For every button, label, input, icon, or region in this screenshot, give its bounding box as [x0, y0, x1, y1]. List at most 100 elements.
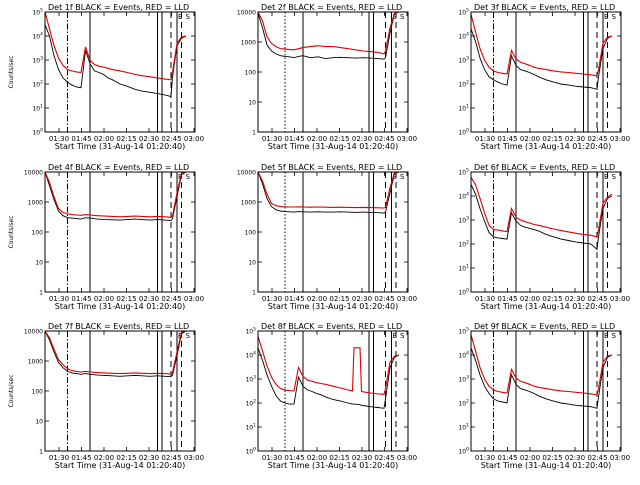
panel-title: Det 3f BLACK = Events, RED = LLD [474, 3, 615, 12]
time-marker-label: S [400, 173, 405, 181]
series-line-events [257, 171, 400, 214]
x-tick-label: 02:15 [116, 135, 136, 143]
x-tick-label: 01:45 [284, 135, 304, 143]
x-axis-label: Start Time (31-Aug-14 01:20:40) [481, 302, 612, 311]
x-tick-label: 03:00 [610, 454, 630, 462]
y-tick-label: 103 [32, 56, 43, 65]
x-tick-label: 01:45 [71, 454, 91, 462]
x-tick-label: 01:45 [497, 135, 517, 143]
panel-title: Det 2f BLACK = Events, RED = LLD [261, 3, 402, 12]
series-line-events [257, 11, 400, 60]
series-line-lld [44, 330, 187, 375]
x-axis-label: Start Time (31-Aug-14 01:20:40) [55, 142, 186, 151]
y-tick-label: 103 [458, 56, 469, 65]
time-marker-label: E [393, 332, 397, 340]
x-tick-label: 03:00 [397, 454, 417, 462]
x-tick-label: 02:00 [520, 135, 540, 143]
x-tick-label: 01:30 [49, 454, 69, 462]
x-tick-label: 02:45 [161, 135, 181, 143]
x-tick-label: 01:30 [475, 295, 495, 303]
time-marker-label: S [612, 13, 617, 21]
x-axis-label: Start Time (31-Aug-14 01:20:40) [268, 302, 399, 311]
series-line-lld [470, 14, 613, 77]
time-marker-label: E [604, 332, 608, 340]
y-tick-label: 10000 [237, 170, 256, 177]
series-line-lld [257, 171, 400, 209]
y-tick-label: 1 [39, 449, 43, 456]
x-tick-label: 03:00 [184, 135, 204, 143]
y-tick-label: 105 [245, 327, 256, 336]
x-tick-label: 02:00 [307, 295, 327, 303]
y-tick-label: 101 [32, 104, 43, 113]
x-axis-label: Start Time (31-Aug-14 01:20:40) [55, 461, 186, 470]
y-tick-label: 100 [458, 128, 469, 137]
panel-title: Det 6f BLACK = Events, RED = LLD [474, 163, 615, 172]
x-axis-label: Start Time (31-Aug-14 01:20:40) [481, 461, 612, 470]
series-line-events [257, 347, 400, 409]
y-tick-label: 104 [32, 32, 43, 41]
y-tick-label: 103 [458, 216, 469, 225]
x-tick-label: 02:45 [587, 295, 607, 303]
x-tick-label: 01:45 [71, 295, 91, 303]
x-tick-label: 01:30 [49, 135, 69, 143]
x-tick-label: 03:00 [184, 454, 204, 462]
y-axis-label: Counts/sec [8, 55, 15, 88]
x-tick-label: 02:00 [307, 454, 327, 462]
series-line-lld [470, 177, 613, 238]
series-line-events [44, 24, 187, 98]
x-tick-label: 03:00 [397, 135, 417, 143]
x-tick-label: 02:00 [94, 295, 114, 303]
x-axis-label: Start Time (31-Aug-14 01:20:40) [268, 142, 399, 151]
y-tick-label: 105 [32, 8, 43, 17]
x-tick-label: 01:30 [262, 454, 282, 462]
y-tick-label: 100 [245, 230, 257, 237]
x-tick-label: 01:30 [475, 454, 495, 462]
series-line-events [44, 330, 187, 378]
x-tick-label: 01:45 [71, 135, 91, 143]
y-tick-label: 101 [458, 264, 469, 273]
time-marker-label: E [393, 173, 397, 181]
x-tick-label: 02:30 [352, 135, 372, 143]
y-tick-label: 101 [245, 423, 256, 432]
x-tick-label: 02:15 [542, 454, 562, 462]
x-tick-label: 02:30 [565, 295, 585, 303]
y-tick-label: 104 [458, 32, 469, 41]
x-tick-label: 01:45 [284, 295, 304, 303]
series-line-events [470, 347, 613, 409]
time-marker-label: S [186, 332, 191, 340]
time-marker-label: E [604, 173, 608, 181]
y-tick-label: 102 [245, 399, 256, 408]
time-marker-label: E [178, 13, 182, 21]
time-marker-label: S [186, 173, 191, 181]
x-tick-label: 02:00 [307, 135, 327, 143]
y-tick-label: 100 [458, 447, 469, 456]
y-tick-label: 100 [458, 288, 469, 297]
x-tick-label: 02:45 [587, 135, 607, 143]
x-tick-label: 03:00 [610, 295, 630, 303]
y-tick-label: 102 [32, 80, 43, 89]
y-tick-label: 1000 [28, 200, 43, 207]
x-tick-label: 02:30 [139, 454, 159, 462]
x-tick-label: 02:30 [139, 135, 159, 143]
y-tick-label: 1 [252, 290, 256, 297]
y-tick-label: 102 [458, 240, 469, 249]
x-tick-label: 02:15 [329, 135, 349, 143]
x-tick-label: 02:45 [161, 295, 181, 303]
plot-frame [257, 330, 409, 452]
series-line-events [470, 184, 613, 251]
y-tick-label: 1000 [241, 200, 256, 207]
y-tick-label: 10 [35, 419, 43, 426]
x-tick-label: 02:00 [94, 454, 114, 462]
time-marker-label: S [612, 332, 617, 340]
x-tick-label: 02:00 [520, 295, 540, 303]
time-marker-label: S [400, 13, 405, 21]
time-marker-label: E [604, 13, 608, 21]
y-tick-label: 10 [35, 260, 43, 267]
x-tick-label: 01:45 [497, 454, 517, 462]
y-tick-label: 100 [32, 230, 44, 237]
